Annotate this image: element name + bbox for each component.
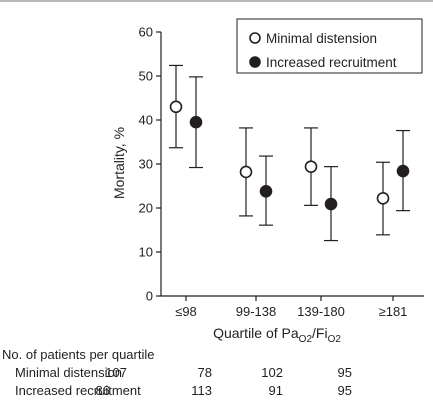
x-tick-label: 99-138 (236, 304, 276, 319)
table-count-cell: 113 (191, 383, 212, 398)
table-count-cell: 95 (338, 365, 352, 380)
patients-table: No. of patients per quartile Minimal dis… (2, 347, 352, 398)
y-tick-label: 40 (139, 113, 153, 128)
data-point-minimal-distension (169, 100, 183, 114)
table-count-cell: 107 (105, 365, 127, 380)
data-point-minimal-distension (304, 160, 318, 173)
data-point-minimal-distension (239, 165, 253, 179)
x-axis-title: Quartile of PaO2/FiO2 (213, 325, 341, 345)
table-row-label-minimal-distension: Minimal distension (15, 365, 122, 380)
x-tick-label: 139-180 (297, 304, 345, 319)
x-tick-label: ≥181 (379, 304, 408, 319)
y-tick-label: 20 (139, 201, 153, 216)
series-layer (169, 64, 410, 242)
data-point-increased-recruitment (324, 197, 338, 211)
legend-box (236, 18, 423, 74)
table-counts: 107 78 102 95 86 113 91 95 (96, 365, 352, 398)
y-axis-title: Mortality, % (111, 127, 127, 199)
legend-increased-recruitment-label: Increased recruitment (266, 55, 397, 70)
legend-filled-circle-marker (249, 56, 261, 68)
y-tick-label: 50 (139, 69, 153, 84)
data-point-increased-recruitment (396, 164, 410, 178)
data-point-increased-recruitment (259, 184, 273, 198)
table-count-cell: 86 (96, 383, 110, 398)
y-tick-label: 0 (146, 289, 153, 304)
data-point-minimal-distension (376, 192, 390, 205)
legend-minimal-distension-label: Minimal distension (266, 31, 377, 46)
table-count-cell: 95 (338, 383, 352, 398)
legend: Minimal distension Increased recruitment (236, 18, 423, 74)
patients-table-title: No. of patients per quartile (2, 347, 154, 362)
table-count-cell: 91 (269, 383, 283, 398)
y-axis: 0 10 20 30 40 50 60 (139, 25, 162, 304)
table-row-label-increased-recruitment: Increased recruitment (15, 383, 141, 398)
table-count-cell: 102 (261, 365, 283, 380)
x-tick-label: ≤98 (175, 304, 197, 319)
y-tick-label: 30 (139, 157, 153, 172)
legend-open-circle-marker (249, 32, 261, 44)
table-count-cell: 78 (198, 365, 212, 380)
y-tick-label: 60 (139, 25, 153, 40)
x-axis: ≤98 99-138 139-180 ≥181 (161, 295, 424, 319)
y-tick-label: 10 (139, 245, 153, 260)
data-point-increased-recruitment (189, 115, 203, 129)
